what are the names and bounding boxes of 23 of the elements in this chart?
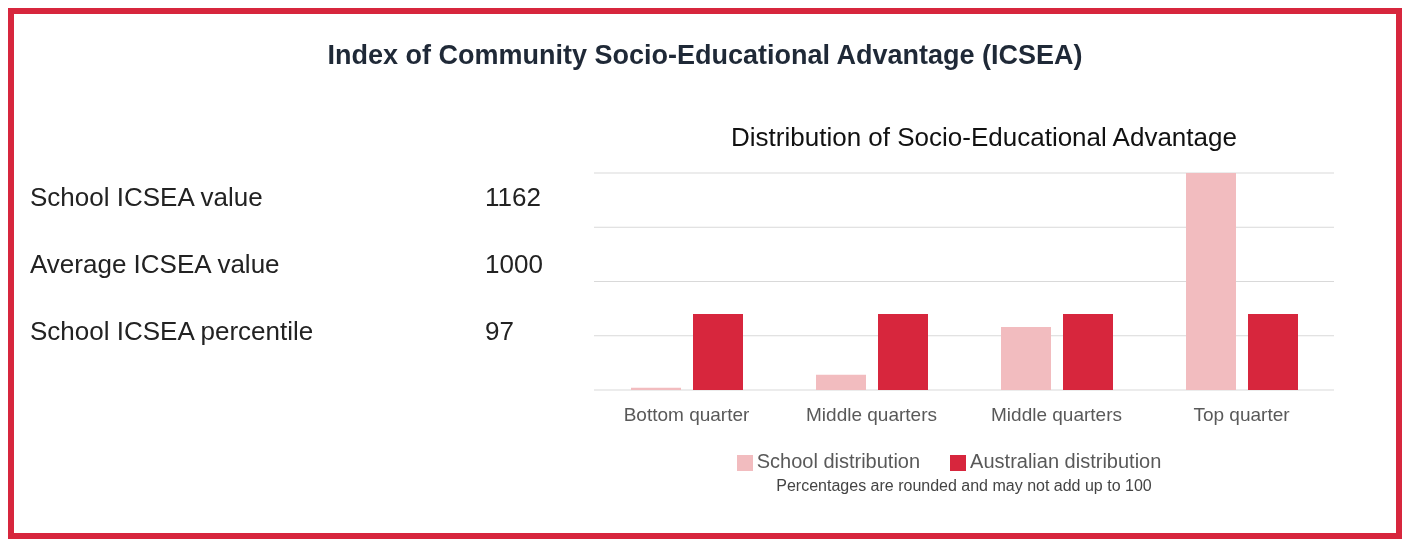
chart-title: Distribution of Socio-Educational Advantage [730,122,1238,153]
category-label: School ICSEA percentile [29,316,315,347]
bar [816,374,866,390]
x-tick-label: Middle quarters [991,404,1122,426]
data-label: 1000 [485,249,543,280]
bar [631,387,681,390]
legend-label: Australian distribution [970,450,1162,472]
legend-label: School distribution [756,450,921,472]
category-label: Average ICSEA value [29,249,281,280]
bar [878,314,928,390]
x-tick-label: Top quarter [1193,404,1291,426]
bar [1063,314,1113,390]
text: Index of Community Socio-Educational Advantage (ICSEA) [326,40,1084,71]
category-label: School ICSEA value [29,182,264,213]
x-tick-label: Middle quarters [806,404,937,426]
bar [1001,327,1051,390]
bar [693,314,743,390]
bar [1186,173,1236,390]
data-label: 1162 [485,182,541,213]
data-label: 97 [485,316,514,347]
bar [1248,314,1298,390]
x-tick-label: Bottom quarter [623,404,751,426]
text: Percentages are rounded and may not add up to 100 [775,477,1153,495]
